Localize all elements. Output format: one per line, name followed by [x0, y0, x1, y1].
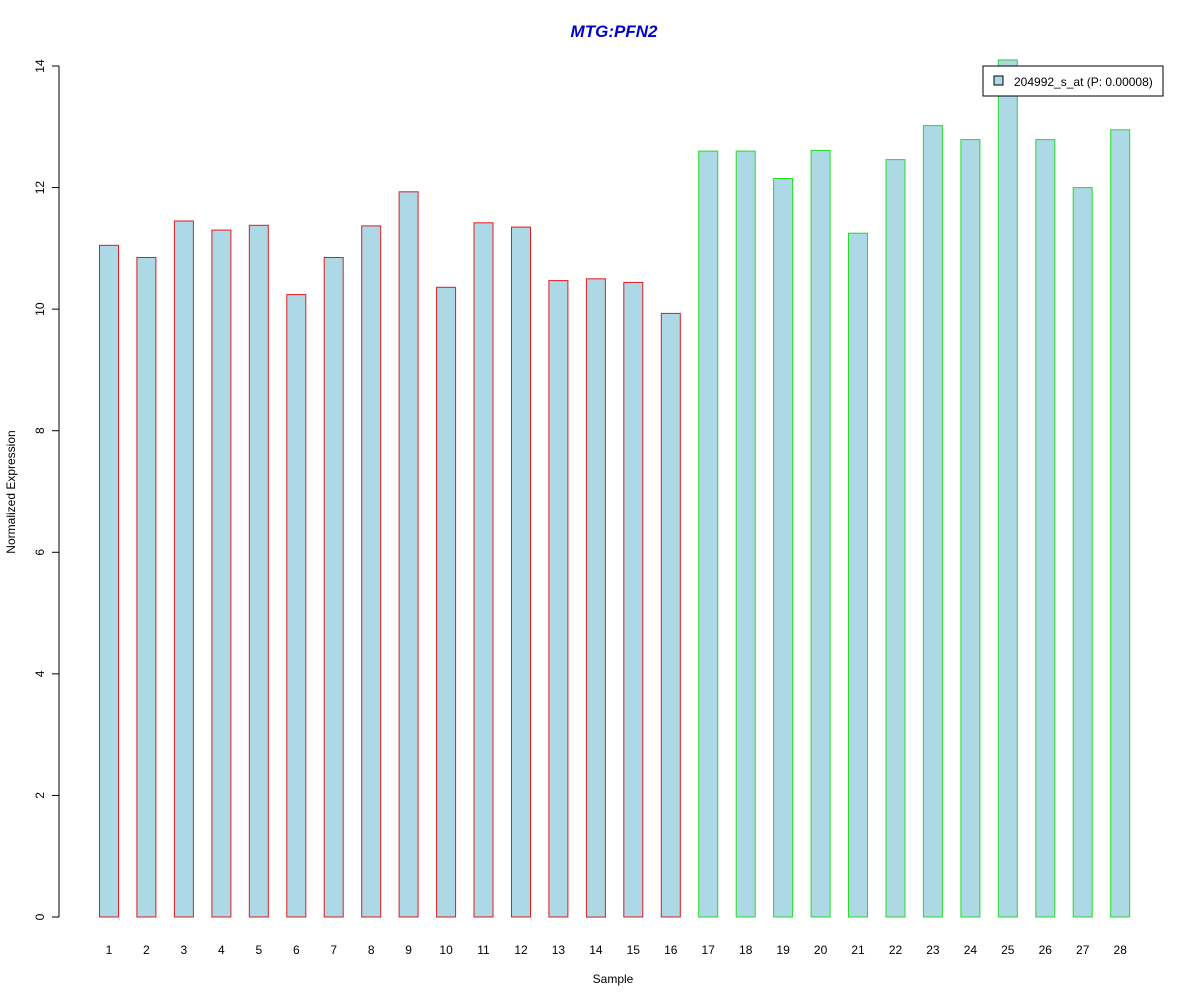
- x-tick-label: 21: [851, 943, 865, 957]
- bar-sample-16: [660, 312, 681, 918]
- x-tick-label: 24: [964, 943, 978, 957]
- x-tick-label: 11: [477, 943, 490, 957]
- x-axis: 1 2 3 4 5 6 7 8 9 10 11 12 13 14 15 16 17 18 19 20 21 22 23 24 2…: [106, 943, 1128, 957]
- bar-sample-10: [436, 286, 457, 918]
- x-tick-label: 7: [330, 943, 337, 957]
- bar-sample-11: [473, 222, 494, 918]
- x-tick-label: 5: [255, 943, 262, 957]
- x-tick-label: 3: [181, 943, 188, 957]
- x-tick-label: 16: [664, 943, 678, 957]
- bar-sample-26: [1035, 139, 1056, 918]
- bar-sample-24: [960, 139, 981, 918]
- x-tick-label: 2: [143, 943, 150, 957]
- x-tick-label: 1: [106, 943, 113, 957]
- x-tick-label: 27: [1076, 943, 1090, 957]
- bar-sample-27: [1072, 187, 1093, 918]
- x-tick-label: 23: [926, 943, 940, 957]
- bar-sample-1: [99, 244, 119, 918]
- x-tick-label: 6: [293, 943, 300, 957]
- x-tick-label: 15: [627, 943, 641, 957]
- bar-sample-3: [173, 220, 194, 918]
- bar-sample-4: [211, 229, 232, 918]
- bar-sample-15: [623, 281, 644, 918]
- legend-swatch: [993, 75, 1004, 86]
- x-tick-label: 9: [405, 943, 412, 957]
- legend-label: 204992_s_at (P: 0.00008): [1014, 75, 1153, 89]
- bar-sample-12: [511, 226, 531, 918]
- x-tick-label: 28: [1114, 943, 1128, 957]
- bar-sample-25: [997, 59, 1018, 918]
- y-tick-label: 0: [33, 913, 47, 920]
- bar-sample-8: [361, 225, 382, 918]
- y-tick-label: 2: [33, 792, 47, 799]
- bar-sample-14: [585, 278, 606, 918]
- bar-sample-9: [398, 191, 419, 918]
- y-tick-label: 4: [33, 670, 47, 677]
- x-tick-label: 10: [439, 943, 453, 957]
- bar-sample-23: [922, 125, 943, 918]
- legend: 204992_s_at (P: 0.00008): [982, 65, 1164, 97]
- x-tick-label: 8: [368, 943, 375, 957]
- y-tick-label: 6: [33, 549, 47, 556]
- x-tick-label: 26: [1039, 943, 1053, 957]
- bar-sample-5: [248, 224, 269, 918]
- x-tick-label: 22: [889, 943, 903, 957]
- y-axis: 0 2 4 6 8 10 12 14: [33, 59, 60, 920]
- y-axis-label: Normalized Expression: [4, 430, 18, 553]
- bar-sample-6: [286, 294, 307, 918]
- bar-sample-19: [773, 178, 794, 918]
- x-tick-label: 4: [218, 943, 225, 957]
- bar-sample-7: [323, 257, 344, 918]
- x-axis-label: Sample: [593, 972, 634, 986]
- x-tick-label: 25: [1001, 943, 1015, 957]
- x-tick-label: 13: [552, 943, 566, 957]
- y-tick-label: 10: [33, 302, 47, 316]
- bar-sample-28: [1110, 129, 1131, 918]
- chart-title: MTG:PFN2: [571, 22, 658, 41]
- x-tick-label: 17: [702, 943, 716, 957]
- bar-sample-18: [735, 150, 756, 918]
- x-tick-label: 19: [776, 943, 790, 957]
- y-tick-label: 8: [33, 427, 47, 434]
- bar-sample-21: [848, 232, 868, 918]
- x-tick-label: 20: [814, 943, 828, 957]
- legend-box: [982, 65, 1164, 97]
- y-tick-label: 12: [33, 181, 47, 195]
- bar-sample-17: [698, 150, 719, 918]
- x-tick-label: 14: [589, 943, 603, 957]
- x-tick-label: 18: [739, 943, 753, 957]
- y-tick-label: 14: [33, 59, 47, 73]
- bar-sample-2: [136, 257, 157, 918]
- bar-sample-13: [548, 280, 569, 918]
- bar-sample-22: [885, 159, 906, 918]
- bar-sample-20: [810, 150, 831, 918]
- bars-group: [99, 59, 1131, 918]
- x-tick-label: 12: [514, 943, 528, 957]
